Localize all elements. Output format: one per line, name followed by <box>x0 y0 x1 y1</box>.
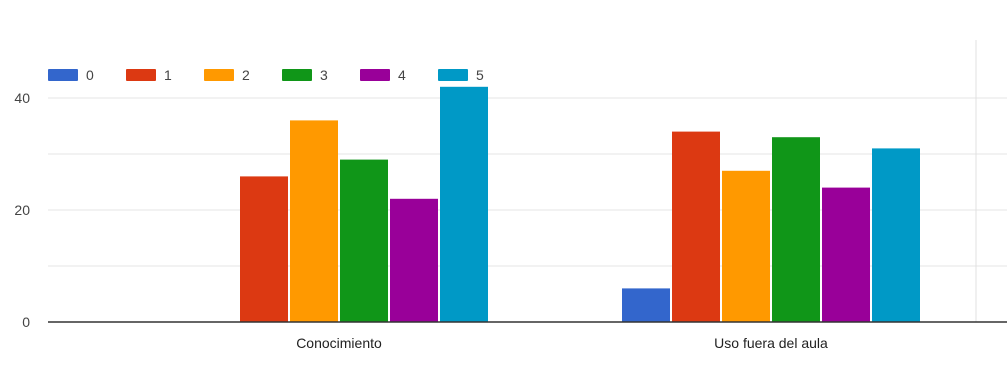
bar-conocimiento-series-1 <box>240 176 288 322</box>
legend-label-0: 0 <box>86 67 94 83</box>
bar-uso-fuera-del-aula-series-3 <box>772 137 820 322</box>
bar-conocimiento-series-4 <box>390 198 438 322</box>
bars <box>240 86 920 323</box>
legend-label-1: 1 <box>164 67 172 83</box>
bar-uso-fuera-del-aula-series-5 <box>872 148 920 322</box>
legend-label-3: 3 <box>320 67 328 83</box>
legend-swatch-2 <box>204 69 234 81</box>
y-tick-label-40: 40 <box>14 90 30 106</box>
legend-label-5: 5 <box>476 67 484 83</box>
y-tick-label-20: 20 <box>14 202 30 218</box>
bar-conocimiento-series-3 <box>340 159 388 322</box>
bar-uso-fuera-del-aula-series-4 <box>822 187 870 322</box>
bar-conocimiento-series-5 <box>440 86 488 322</box>
legend-swatch-0 <box>48 69 78 81</box>
y-tick-label-0: 0 <box>22 314 30 330</box>
axes: 0 20 40 Conocimiento Uso fuera del aula <box>14 90 1007 351</box>
legend-swatch-3 <box>282 69 312 81</box>
bar-conocimiento-series-2 <box>290 120 338 323</box>
category-label-0: Conocimiento <box>296 335 382 351</box>
bar-uso-fuera-del-aula-series-0 <box>622 288 670 322</box>
bar-uso-fuera-del-aula-series-2 <box>722 170 770 322</box>
category-label-1: Uso fuera del aula <box>714 335 828 351</box>
legend-label-4: 4 <box>398 67 406 83</box>
legend-swatch-1 <box>126 69 156 81</box>
legend: 0 1 2 3 4 5 <box>48 67 484 83</box>
legend-label-2: 2 <box>242 67 250 83</box>
legend-swatch-5 <box>438 69 468 81</box>
bar-uso-fuera-del-aula-series-1 <box>672 131 720 322</box>
legend-swatch-4 <box>360 69 390 81</box>
